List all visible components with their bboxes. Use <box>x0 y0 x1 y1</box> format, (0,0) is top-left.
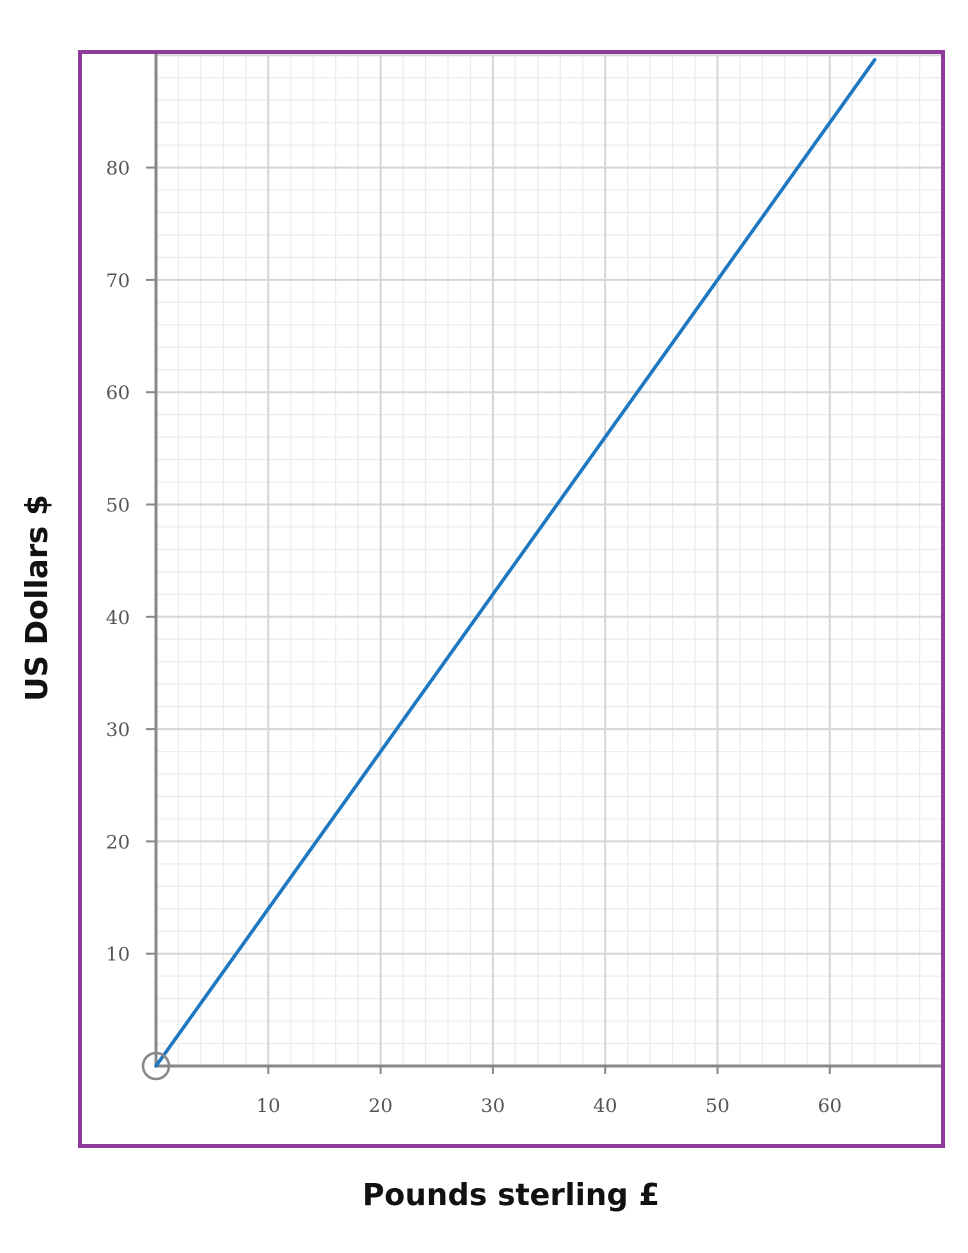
x-axis-title: Pounds sterling £ <box>362 1178 659 1213</box>
plot-frame <box>78 50 945 1148</box>
tick-marks <box>146 166 831 1074</box>
grid-major <box>156 54 941 1066</box>
x-tick-label: 40 <box>593 1095 617 1117</box>
y-tick-label: 70 <box>106 270 130 292</box>
y-tick-label: 20 <box>106 831 130 853</box>
y-tick-label: 40 <box>106 607 130 629</box>
origin-marker <box>141 1051 171 1081</box>
x-tick-label: 30 <box>481 1095 505 1117</box>
x-tick-labels: 10 20 30 40 50 60 <box>256 1095 842 1117</box>
x-tick-label: 50 <box>705 1095 729 1117</box>
y-tick-labels: 10 20 30 40 50 60 70 80 <box>106 158 130 966</box>
y-tick-label: 30 <box>106 719 130 741</box>
x-tick-label: 60 <box>818 1095 842 1117</box>
series-line <box>154 58 877 1068</box>
y-axis-title: US Dollars $ <box>20 495 55 702</box>
y-tick-label: 50 <box>106 495 130 517</box>
y-tick-label: 80 <box>106 158 130 180</box>
x-tick-label: 20 <box>369 1095 393 1117</box>
y-tick-label: 10 <box>106 944 130 966</box>
y-tick-label: 60 <box>106 382 130 404</box>
x-tick-label: 10 <box>256 1095 280 1117</box>
